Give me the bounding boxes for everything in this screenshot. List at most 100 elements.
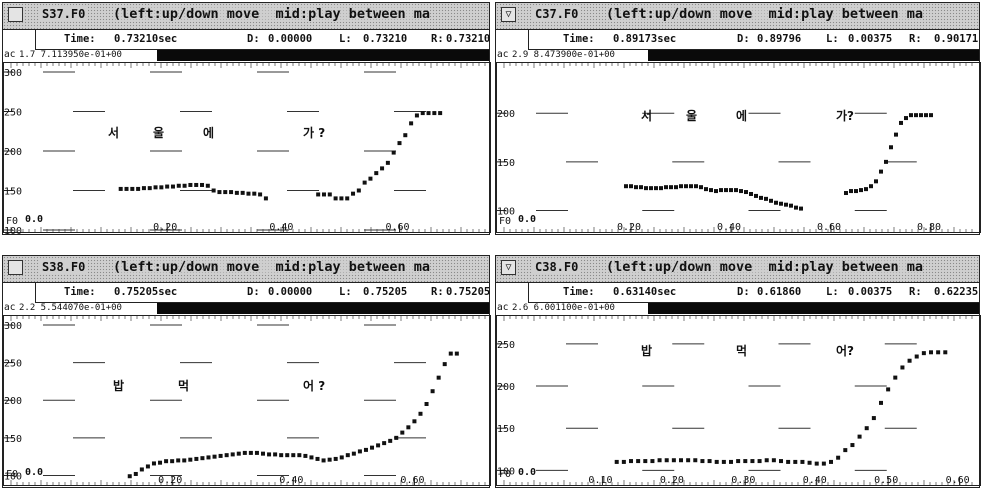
window-title-filename: S38.F0 xyxy=(39,260,89,274)
f0-point xyxy=(345,196,350,201)
f0-point xyxy=(170,459,175,464)
l-label: L: xyxy=(339,286,352,298)
window-menu-button[interactable] xyxy=(8,260,23,275)
cursor-info-row: Time: 0.89173sec D: 0.89796 L: 0.00375 R… xyxy=(528,30,979,50)
ac-value: 2.2 5.544070e-01+00 xyxy=(19,303,122,313)
window-titlebar[interactable]: ▽ (left:up/down move mid:play between ma… xyxy=(496,256,979,283)
f0-point xyxy=(339,196,344,201)
f0-point xyxy=(432,111,437,116)
f0-window-s38[interactable]: (left:up/down move mid:play between ma S… xyxy=(2,255,491,488)
f0-point xyxy=(182,458,187,463)
y-tick-label: 100 xyxy=(497,466,515,477)
f0-point xyxy=(391,150,396,155)
r-value: 0.62235 xyxy=(934,286,979,298)
f0-point xyxy=(743,459,748,464)
f0-point xyxy=(857,434,862,439)
f0-point xyxy=(351,191,356,196)
syllable-label: 서 xyxy=(108,125,119,140)
f0-point xyxy=(844,191,848,196)
f0-plot[interactable]: 300 250 200 150 100 0.20 0.40 0.60 F0 0.0 밥 먹 어 ? xyxy=(3,315,491,487)
window-titlebar[interactable]: ▽ (left:up/down move mid:play between ma… xyxy=(496,3,979,30)
syllable-label: 먹 xyxy=(736,344,747,358)
f0-point xyxy=(684,184,688,189)
f0-point xyxy=(704,187,708,192)
x-tick-label: 0.60 xyxy=(400,475,424,486)
f0-point xyxy=(893,375,898,380)
f0-point xyxy=(909,113,913,118)
f0-point xyxy=(739,189,743,194)
f0-point xyxy=(363,447,368,452)
f0-point xyxy=(385,160,390,165)
window-titlebar[interactable]: (left:up/down move mid:play between ma S… xyxy=(3,256,489,283)
l-value: 0.73210 xyxy=(363,33,408,45)
f0-point xyxy=(394,435,399,440)
time-value: 0.75205sec xyxy=(114,286,178,298)
f0-point xyxy=(321,192,326,197)
f0-point xyxy=(771,458,776,463)
time-value: 0.63140sec xyxy=(613,286,677,298)
f0-point xyxy=(643,459,648,464)
f0-point xyxy=(194,456,199,461)
window-title-filename: C37.F0 xyxy=(532,7,582,21)
f0-point xyxy=(327,192,332,197)
f0-window-c37[interactable]: ▽ (left:up/down move mid:play between ma… xyxy=(495,2,981,235)
f0-point xyxy=(164,459,169,464)
f0-point xyxy=(921,351,926,356)
f0-point xyxy=(321,458,326,463)
f0-plot[interactable]: 300 250 200 150 100 0.20 0.40 0.60 F0 0.0 서 울 에 가 ? xyxy=(3,62,491,237)
f0-point xyxy=(145,464,150,469)
f0-point xyxy=(674,185,678,190)
r-label: R: xyxy=(909,286,922,298)
f0-point xyxy=(889,145,893,150)
f0-point xyxy=(849,189,853,194)
plot-frame xyxy=(496,62,981,233)
f0-point xyxy=(124,186,129,191)
d-label: D: xyxy=(247,33,260,45)
f0-point xyxy=(418,411,423,416)
f0-point xyxy=(188,457,193,462)
f0-point xyxy=(333,196,338,201)
ac-label: ac xyxy=(4,49,16,60)
window-menu-button[interactable]: ▽ xyxy=(501,7,516,22)
window-titlebar[interactable]: (left:up/down move mid:play between ma S… xyxy=(3,3,489,30)
x-tick-label: 0.20 xyxy=(617,222,641,233)
f0-axis-label: F0 xyxy=(6,469,18,480)
r-value: 0.90171 xyxy=(934,33,979,45)
cursor-info-row: Time: 0.75205sec D: 0.00000 L: 0.75205 R… xyxy=(35,283,490,303)
f0-point xyxy=(217,190,222,195)
f0-point xyxy=(194,182,199,187)
f0-point xyxy=(864,187,868,192)
y-tick-label: 200 xyxy=(497,382,515,393)
f0-point xyxy=(624,184,628,189)
window-menu-button[interactable]: ▽ xyxy=(501,260,516,275)
f0-point xyxy=(639,185,643,190)
r-label: R: xyxy=(431,286,444,298)
f0-window-c38[interactable]: ▽ (left:up/down move mid:play between ma… xyxy=(495,255,981,488)
f0-point xyxy=(799,206,803,211)
ac-row: ac 1.7 7.113950e-01+00 xyxy=(3,49,489,62)
f0-plot[interactable]: 250 200 150 100 0.10 0.20 0.30 0.40 0.50 0.60 F0 0.… xyxy=(496,315,981,487)
f0-point xyxy=(807,460,812,465)
f0-point xyxy=(859,188,863,193)
f0-point xyxy=(212,454,217,459)
f0-point xyxy=(764,458,769,463)
zero-time-label: 0.0 xyxy=(518,467,536,478)
f0-point xyxy=(919,113,923,118)
syllable-label: 울 xyxy=(686,109,697,123)
f0-point xyxy=(899,120,903,125)
f0-point xyxy=(814,461,819,466)
f0-point xyxy=(139,467,144,472)
f0-point xyxy=(388,438,393,443)
window-menu-button[interactable] xyxy=(8,7,23,22)
f0-point xyxy=(750,459,755,464)
syllable-label: 밥 xyxy=(641,343,652,358)
f0-point xyxy=(248,450,253,455)
f0-point xyxy=(309,455,314,460)
f0-plot[interactable]: 200 150 100 0.20 0.40 0.60 0.80 F0 0.0 서 울 에 가? xyxy=(496,62,981,234)
plot-frame xyxy=(3,315,491,486)
f0-window-s37[interactable]: (left:up/down move mid:play between ma S… xyxy=(2,2,491,237)
f0-point xyxy=(382,441,387,446)
f0-point xyxy=(316,192,321,197)
x-tick-label: 0.20 xyxy=(660,475,684,486)
time-value: 0.89173sec xyxy=(613,33,677,45)
